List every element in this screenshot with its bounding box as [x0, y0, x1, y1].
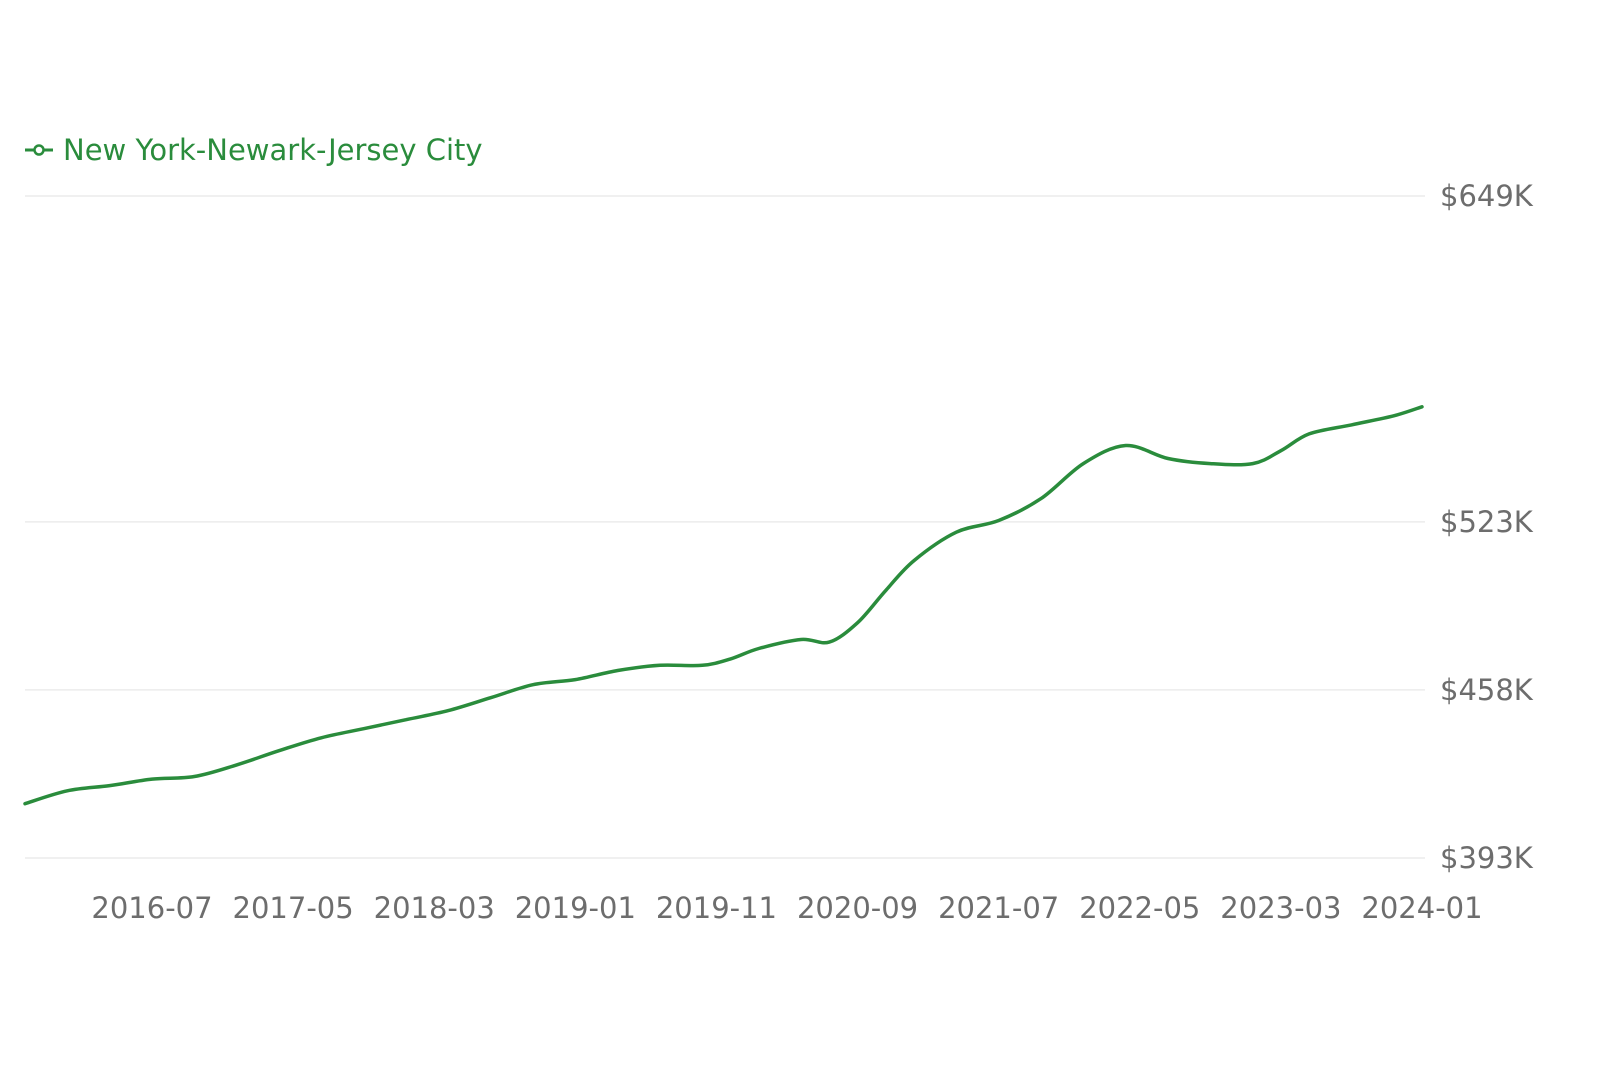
y-tick-label: $523K	[1440, 505, 1534, 539]
gridlines	[25, 195, 1425, 859]
x-tick-label: 2016-07	[91, 891, 212, 925]
x-tick-label: 2018-03	[374, 891, 495, 925]
y-axis: $393K $458K $523K $649K	[1440, 179, 1534, 875]
x-tick-label: 2020-09	[797, 891, 918, 925]
x-tick-label: 2022-05	[1079, 891, 1200, 925]
legend[interactable]: New York-Newark-Jersey City	[25, 133, 483, 167]
x-tick-label: 2021-07	[938, 891, 1059, 925]
legend-circle-marker-icon	[33, 144, 45, 156]
series-line[interactable]	[23, 405, 1424, 806]
x-tick-label: 2023-03	[1220, 891, 1341, 925]
series-layer	[23, 405, 1424, 806]
x-tick-label: 2019-01	[515, 891, 636, 925]
x-tick-label: 2024-01	[1361, 891, 1482, 925]
y-tick-label: $458K	[1440, 673, 1534, 707]
y-tick-label: $649K	[1440, 179, 1534, 213]
x-tick-label: 2017-05	[233, 891, 354, 925]
x-tick-label: 2019-11	[656, 891, 777, 925]
x-axis: 2016-07 2017-05 2018-03 2019-01 2019-11 2020-…	[91, 891, 1482, 925]
y-tick-label: $393K	[1440, 841, 1534, 875]
legend-label: New York-Newark-Jersey City	[63, 133, 483, 167]
